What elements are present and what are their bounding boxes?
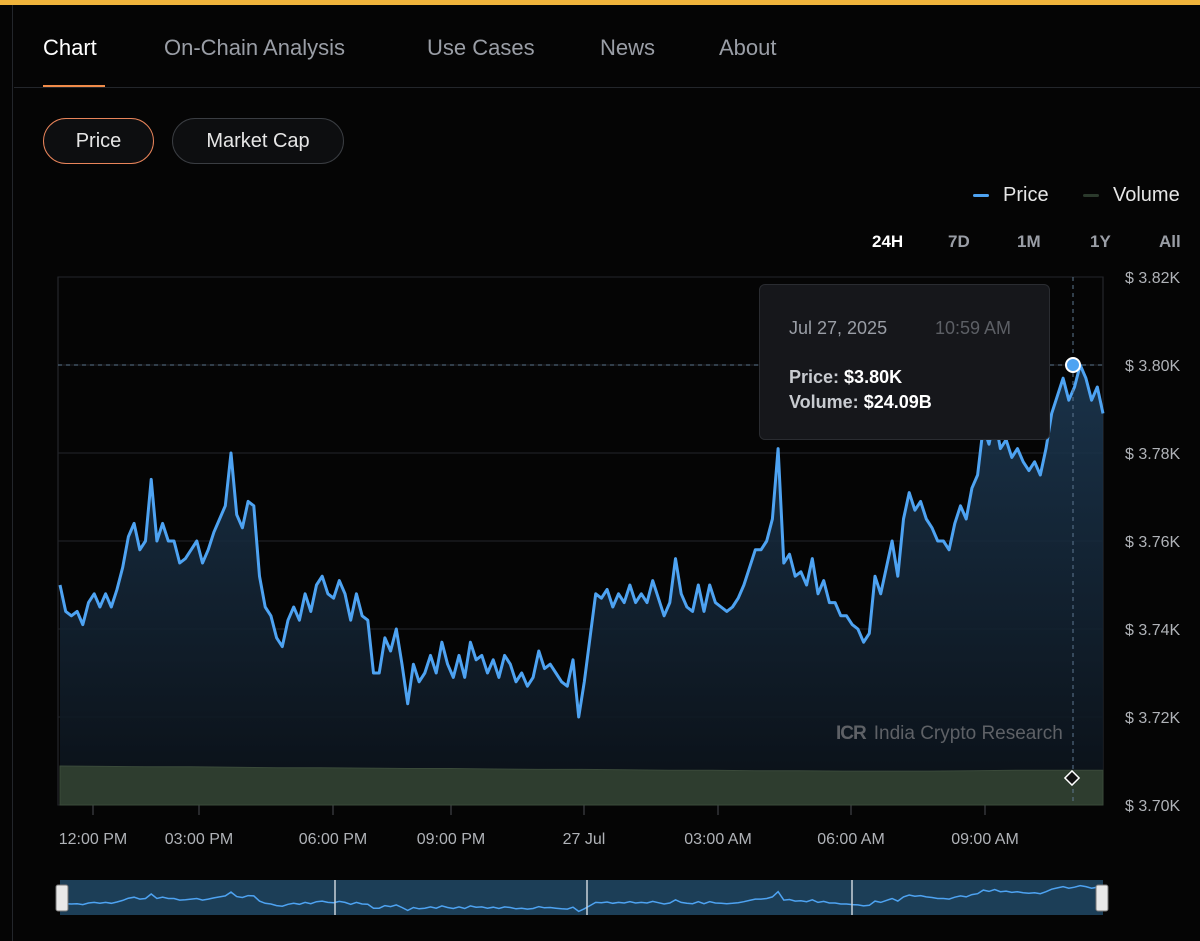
tab-chart[interactable]: Chart	[43, 35, 97, 60]
tab-news[interactable]: News	[600, 35, 656, 60]
tooltip-volume-label: Volume:	[789, 392, 859, 412]
legend-price-swatch	[973, 194, 989, 197]
tab-about[interactable]: About	[719, 35, 777, 60]
navigator-right-handle[interactable]	[1095, 884, 1109, 912]
tooltip-price-value: $3.80K	[844, 367, 903, 387]
x-axis: 12:00 PM 03:00 PM 06:00 PM 09:00 PM 27 Jul 03…	[59, 805, 1019, 848]
tab-on-chain-analysis[interactable]: On-Chain Analysis	[164, 35, 345, 60]
navigator-left-handle[interactable]	[55, 884, 69, 912]
x-tick-label: 03:00 PM	[165, 831, 233, 848]
tooltip-price: Price: $3.80K	[789, 367, 902, 388]
watermark: ICR India Crypto Research	[836, 723, 1063, 745]
tooltip-volume-value: $24.09B	[863, 392, 932, 412]
tab-use-cases[interactable]: Use Cases	[427, 35, 535, 60]
tab-bar: Chart On-Chain Analysis Use Cases News A…	[14, 5, 1200, 88]
y-tick-label: $ 3.82K	[1125, 270, 1180, 287]
navigator-line	[59, 884, 1104, 913]
left-divider	[12, 5, 13, 941]
tooltip-time: 10:59 AM	[935, 318, 1012, 338]
x-tick-label: 12:00 PM	[59, 831, 127, 848]
legend-price[interactable]: Price	[973, 184, 1049, 207]
y-tick-label: $ 3.76K	[1125, 534, 1180, 551]
x-tick-label: 06:00 AM	[817, 831, 885, 848]
x-tick-label: 09:00 AM	[951, 831, 1019, 848]
watermark-text: India Crypto Research	[873, 723, 1063, 744]
legend-volume[interactable]: Volume	[1083, 184, 1180, 207]
chart-tooltip: Jul 27, 2025 10:59 AM Price: $3.80K Volu…	[759, 284, 1050, 440]
active-tab-indicator	[43, 85, 105, 87]
x-tick-label: 06:00 PM	[299, 831, 367, 848]
range-all-button[interactable]: All	[1159, 232, 1181, 251]
top-accent-bar	[0, 0, 1200, 5]
price-area	[60, 365, 1103, 805]
tooltip-date: Jul 27, 2025	[789, 318, 888, 338]
legend-volume-swatch	[1083, 194, 1099, 197]
y-axis: $ 3.82K $ 3.80K $ 3.78K $ 3.76K $ 3.74K $ 3.7…	[1125, 270, 1180, 815]
range-1y-button[interactable]: 1Y	[1090, 232, 1111, 251]
legend-volume-label: Volume	[1113, 184, 1180, 206]
legend-price-label: Price	[1003, 184, 1049, 206]
watermark-logo: ICR	[836, 723, 867, 744]
hover-volume-point	[1063, 769, 1081, 787]
range-1m-button[interactable]: 1M	[1017, 232, 1041, 251]
x-tick-label: 27 Jul	[563, 831, 606, 848]
market-cap-toggle-button[interactable]: Market Cap	[172, 118, 344, 164]
range-24h-button[interactable]: 24H	[872, 232, 904, 251]
y-tick-label: $ 3.74K	[1125, 622, 1180, 639]
y-tick-label: $ 3.80K	[1125, 358, 1180, 375]
x-tick-label: 09:00 PM	[417, 831, 485, 848]
x-tick-label: 03:00 AM	[684, 831, 752, 848]
y-tick-label: $ 3.72K	[1125, 710, 1180, 727]
y-tick-label: $ 3.78K	[1125, 446, 1180, 463]
price-toggle-button[interactable]: Price	[43, 118, 154, 164]
hover-price-point	[1065, 357, 1081, 373]
volume-area	[59, 765, 1104, 806]
range-7d-button[interactable]: 7D	[948, 232, 970, 251]
tooltip-price-label: Price:	[789, 367, 840, 387]
y-tick-label: $ 3.70K	[1125, 798, 1180, 815]
tooltip-volume: Volume: $24.09B	[789, 392, 932, 413]
price-line	[58, 363, 1105, 719]
